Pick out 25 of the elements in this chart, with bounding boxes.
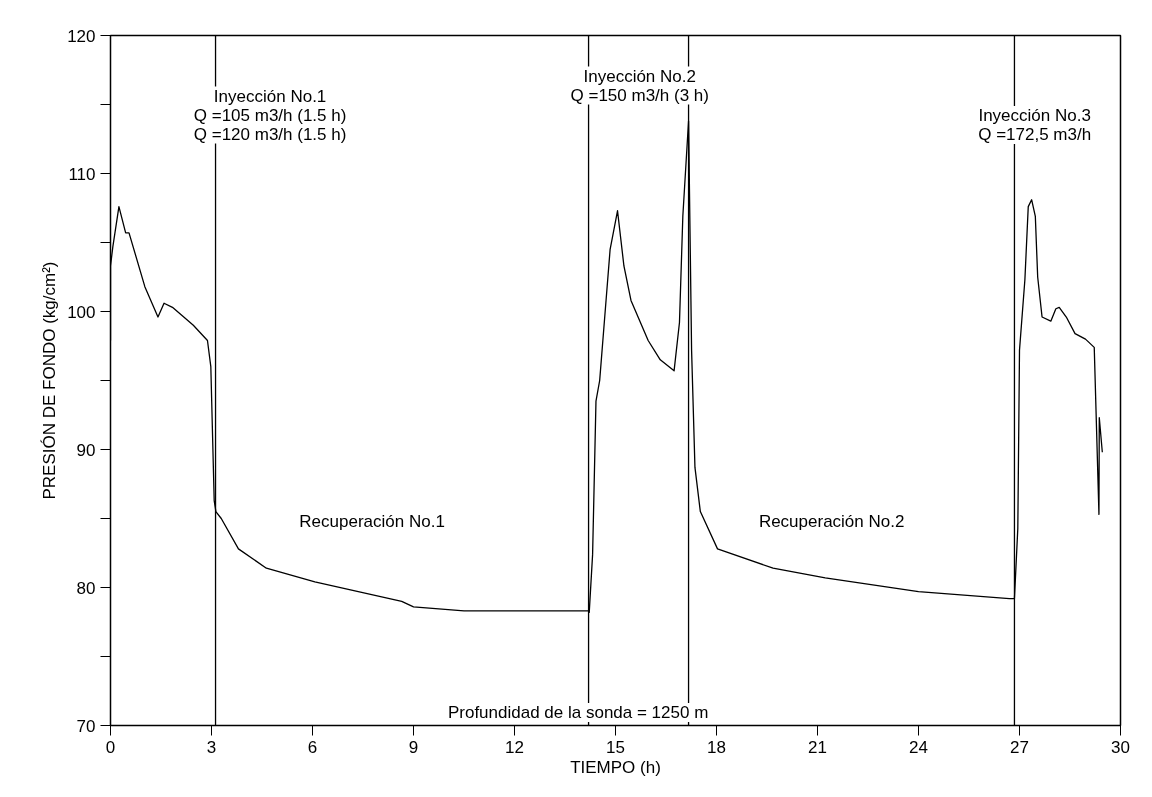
annotation: Recuperación No.2 xyxy=(758,511,905,531)
x-tick-label: 12 xyxy=(505,737,524,757)
y-axis-title: PRESIÓN DE FONDO (kg/cm²) xyxy=(40,261,60,500)
x-tick-label: 24 xyxy=(909,737,928,757)
x-tick-label: 0 xyxy=(105,737,116,757)
x-tick-label: 18 xyxy=(707,737,726,757)
annotation: Inyección No.1 Q =105 m3/h (1.5 h) Q =120 m3/h (1.5 h) xyxy=(193,86,347,144)
y-tick-label: 120 xyxy=(67,26,96,46)
x-tick-label: 30 xyxy=(1111,737,1130,757)
annotation: Inyección No.2 Q =150 m3/h (3 h) xyxy=(570,66,709,105)
x-axis-title: TIEMPO (h) xyxy=(570,757,661,777)
x-tick-label: 15 xyxy=(606,737,625,757)
x-tick-label: 3 xyxy=(206,737,217,757)
y-tick-label: 100 xyxy=(67,302,96,322)
y-tick-label: 90 xyxy=(76,440,96,460)
annotation: Profundidad de la sonda = 1250 m xyxy=(447,703,709,723)
y-tick-label: 70 xyxy=(76,716,96,736)
x-tick-label: 9 xyxy=(408,737,419,757)
x-tick-label: 27 xyxy=(1010,737,1029,757)
y-tick-label: 110 xyxy=(68,164,96,184)
x-tick-label: 21 xyxy=(808,737,827,757)
annotation: Inyección No.3 Q =172,5 m3/h xyxy=(978,105,1092,144)
annotation: Recuperación No.1 xyxy=(299,511,445,531)
x-tick-label: 6 xyxy=(307,737,318,757)
y-tick-label: 80 xyxy=(76,578,96,598)
